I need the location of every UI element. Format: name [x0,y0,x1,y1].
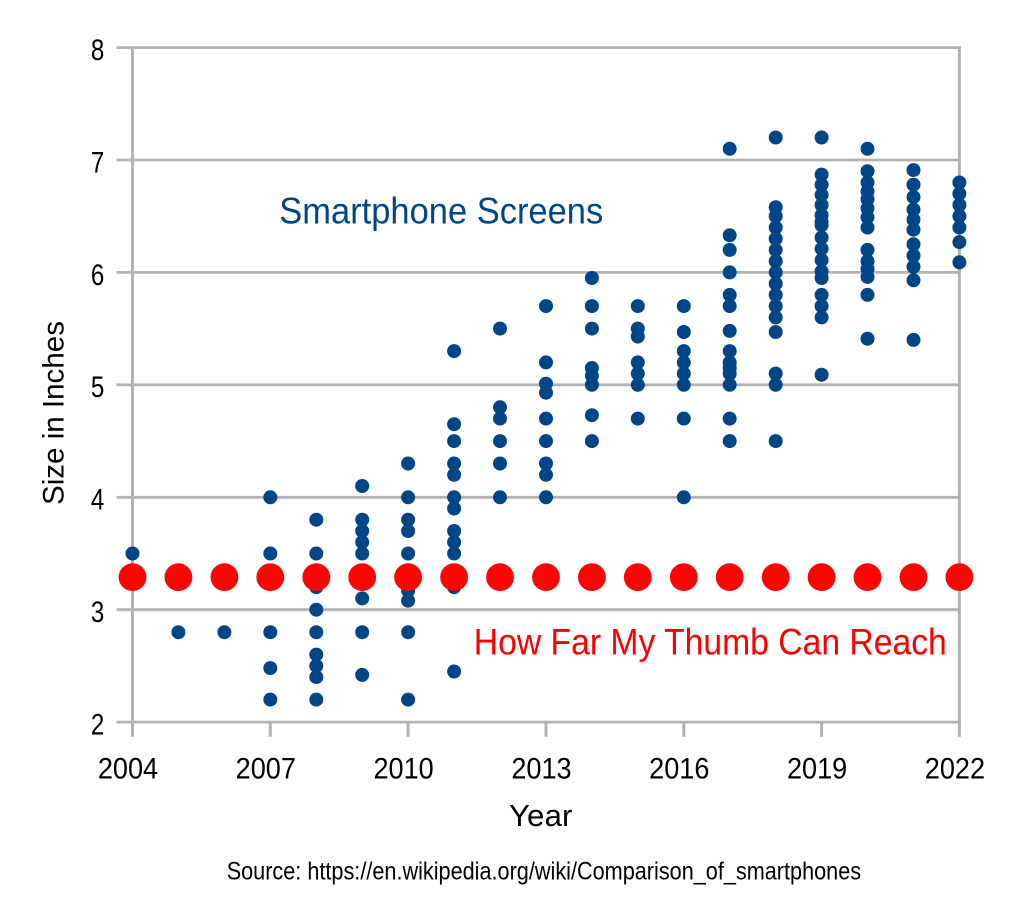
svg-text:2016: 2016 [649,752,709,785]
svg-text:Size in Inches: Size in Inches [37,321,70,505]
svg-text:4: 4 [91,484,104,517]
svg-text:8: 8 [91,34,104,67]
svg-text:Source: https://en.wikipedia.o: Source: https://en.wikipedia.org/wiki/Co… [227,858,861,886]
svg-text:3: 3 [91,596,104,629]
svg-text:2013: 2013 [511,752,571,785]
svg-text:Year: Year [509,798,572,833]
svg-text:5: 5 [91,371,104,404]
svg-text:Smartphone Screens: Smartphone Screens [279,190,603,231]
svg-text:6: 6 [91,259,104,292]
svg-text:2010: 2010 [373,752,433,785]
svg-text:2004: 2004 [98,752,158,785]
svg-text:How Far My Thumb Can Reach: How Far My Thumb Can Reach [474,622,947,663]
svg-text:2: 2 [91,709,104,742]
svg-text:2019: 2019 [787,752,847,785]
svg-text:2007: 2007 [236,752,296,785]
svg-text:7: 7 [91,146,104,179]
svg-text:2022: 2022 [925,752,985,785]
